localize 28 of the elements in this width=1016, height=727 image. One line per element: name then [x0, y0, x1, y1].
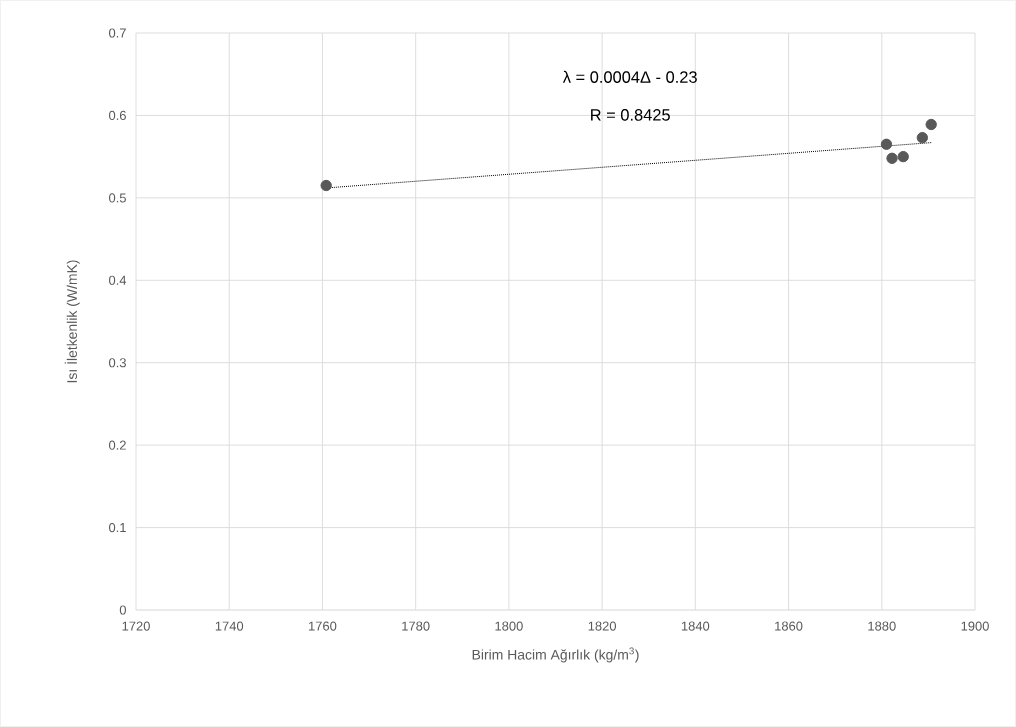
y-tick-label: 0.2: [109, 440, 126, 450]
point: [886, 152, 898, 164]
y-tick-label: 0.1: [109, 522, 126, 533]
x-tick-label: 1820: [588, 621, 617, 631]
x-tick-label: 1780: [402, 621, 430, 631]
x-tick-label: 1860: [775, 621, 803, 631]
x-tick-label: 1720: [122, 621, 150, 631]
point: [916, 132, 929, 144]
point: [880, 138, 893, 150]
point: [320, 179, 332, 192]
point: [925, 118, 937, 131]
y-axis-title: Isı İletkenlik (W/mK): [64, 260, 80, 383]
x-tick-label: 1740: [215, 621, 244, 631]
annotation: R = 0.8425: [591, 109, 670, 121]
x-tick-label: 1900: [961, 621, 989, 631]
y-tick-label: 0.5: [109, 193, 126, 203]
x-axis-title: Birim Hacim Ağırlık (kg/m$^{3}$): [472, 647, 639, 663]
point: [897, 150, 909, 163]
x-tick-label: 1840: [681, 621, 710, 631]
y-tick-label: 0.4: [109, 275, 127, 285]
annotation: λ = 0.0004Δ - 0.23: [562, 70, 697, 83]
x-tick-label: 1760: [309, 621, 337, 631]
y-tick-label: 0.6: [109, 110, 126, 121]
x-tick-label: 1880: [868, 621, 896, 631]
y-tick-label: 0.7: [109, 28, 126, 38]
y-tick-label: 0.3: [109, 358, 126, 368]
x-tick-label: 1800: [495, 621, 523, 631]
y-tick-label: 0: [119, 605, 126, 615]
